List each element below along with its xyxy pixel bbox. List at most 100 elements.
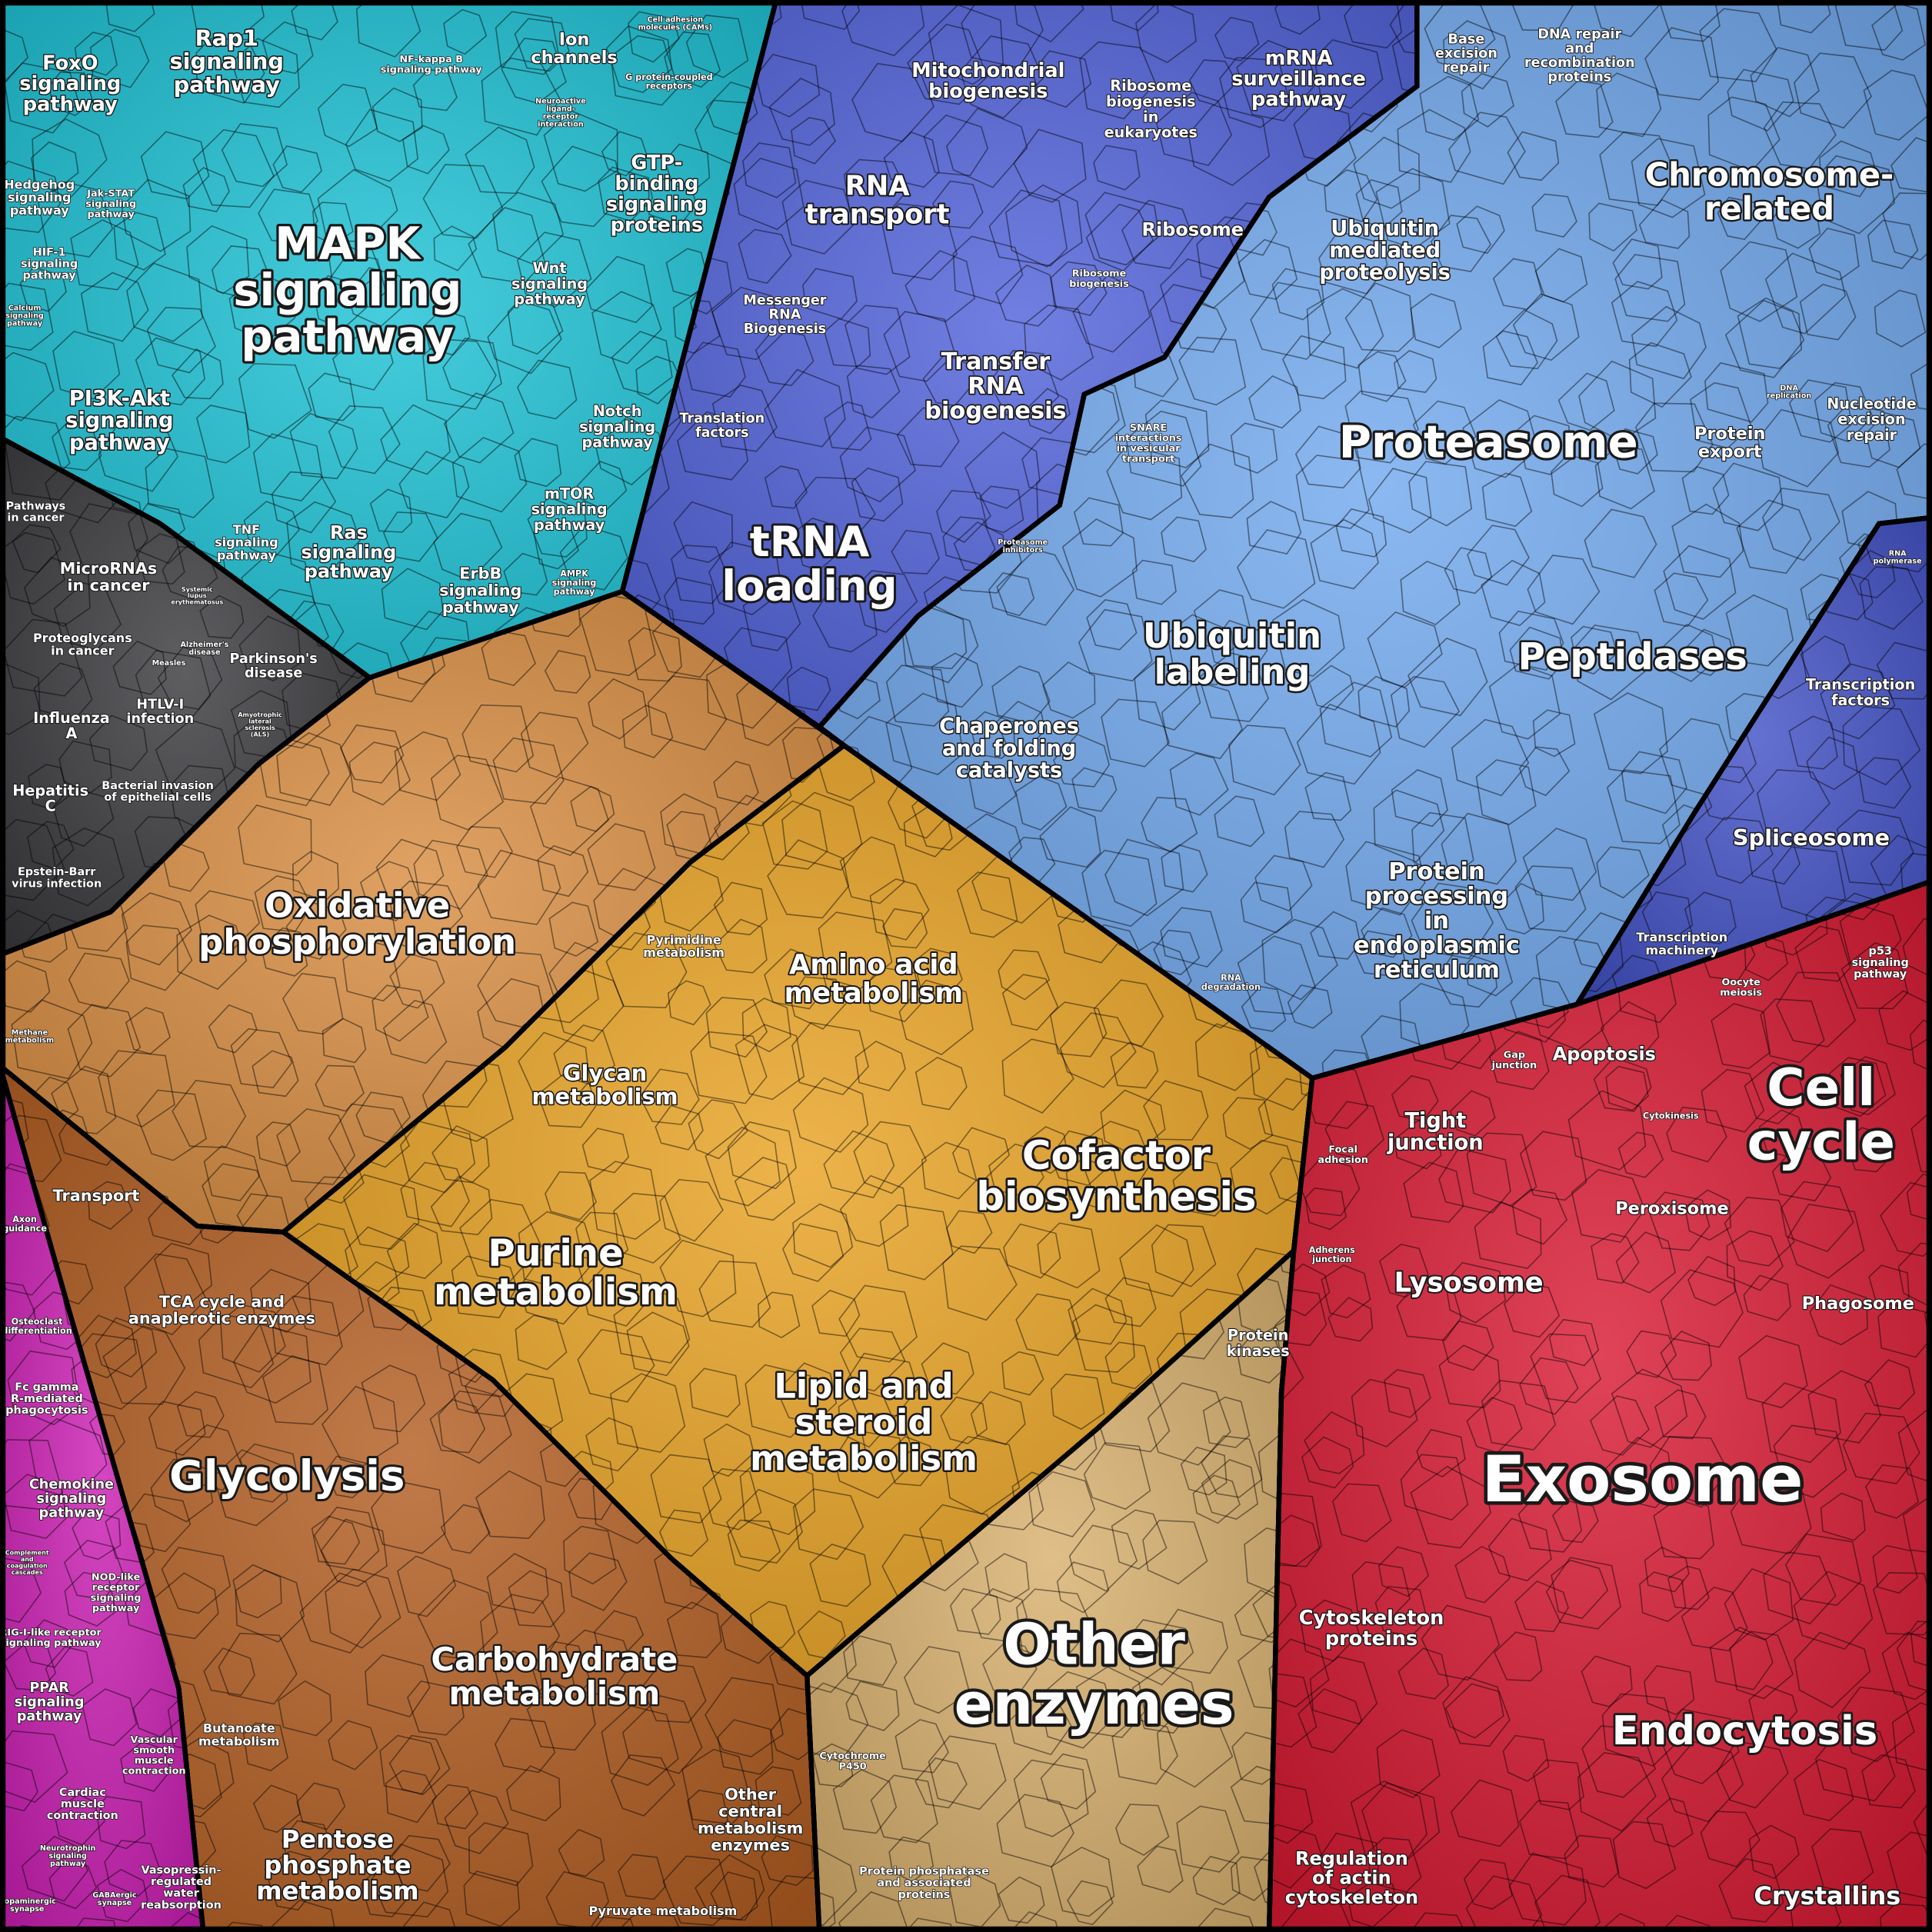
label-line: mediated (1329, 238, 1441, 262)
label-line: Ubiquitin (1143, 615, 1321, 656)
cell (394, 731, 461, 801)
region-label: Messenger RNA Biogenesis (743, 293, 826, 337)
region-label: Rap1 signaling pathway (169, 25, 284, 98)
cell (1709, 1626, 1774, 1690)
cell (988, 572, 1035, 617)
cell (1508, 1852, 1587, 1926)
cell (1737, 297, 1803, 369)
cell (1571, 625, 1618, 675)
cell (860, 1413, 913, 1467)
cell (271, 1295, 343, 1366)
cell (1612, 1820, 1677, 1890)
label-line: signaling (37, 1491, 107, 1507)
cell (702, 1467, 762, 1531)
region-label: TNF signaling pathway (215, 521, 278, 562)
region-label: Cytokinesis (1643, 1111, 1699, 1121)
label-line: Base (1448, 32, 1485, 47)
cell (1073, 497, 1124, 547)
cell (628, 11, 680, 63)
cell (781, 791, 863, 871)
cell (1093, 979, 1164, 1048)
cell (647, 675, 728, 751)
cell (1718, 1857, 1784, 1923)
cell (666, 811, 712, 860)
label-line: Glycolysis (169, 1451, 405, 1501)
cell (882, 908, 928, 949)
label-line: C (45, 797, 56, 814)
label-line: pathway (23, 270, 77, 282)
cell (1867, 219, 1919, 269)
cell (399, 1121, 476, 1194)
cell (945, 1210, 993, 1254)
region-label: Parkinson's disease (230, 651, 318, 681)
cell (68, 952, 130, 1010)
cell (1639, 1571, 1687, 1623)
cell (1534, 248, 1588, 303)
cell (844, 1352, 918, 1421)
cell (0, 1555, 42, 1624)
cell (1481, 472, 1533, 528)
cell (1111, 1509, 1168, 1570)
cell (1581, 1725, 1657, 1798)
label-line: reticulum (1374, 957, 1500, 984)
label-line: signaling (233, 264, 461, 316)
cell (95, 1317, 158, 1378)
cell (1317, 1832, 1380, 1896)
cell (533, 521, 580, 570)
cell (1840, 941, 1909, 1010)
label-line: signaling (5, 312, 44, 321)
label-line: receptor (543, 113, 579, 122)
cell (844, 305, 911, 375)
cell (90, 28, 150, 88)
cell (251, 1050, 299, 1098)
label-line: Oocyte (1721, 976, 1760, 988)
region-label: Fc gamma R-mediated phagocytosis (5, 1381, 88, 1417)
cell (807, 1682, 869, 1763)
cell (1201, 1435, 1263, 1498)
cell (477, 849, 561, 925)
cell (82, 1688, 138, 1747)
label-line: reabsorption (141, 1899, 222, 1911)
cell (1829, 1057, 1887, 1118)
label-line: Alzheimer's (180, 641, 228, 649)
cell (1274, 1310, 1294, 1353)
cell (1156, 1710, 1234, 1788)
cell (956, 871, 1018, 938)
label-line: and folding (942, 736, 1076, 760)
cell (1481, 1380, 1557, 1451)
label-line: Neuroactive (535, 97, 586, 105)
cell (689, 1367, 741, 1418)
label-line: RNA (845, 171, 911, 202)
cell (1596, 72, 1662, 138)
cell (412, 68, 458, 112)
cell (931, 180, 984, 229)
label-line: signaling (21, 258, 78, 271)
label-line: pathway (10, 202, 69, 217)
label-line: mTOR (545, 485, 594, 502)
region-label: RIG-I-like receptor signaling pathway (0, 1627, 102, 1648)
label-line: signaling (579, 418, 655, 435)
label-line: pathway (217, 548, 276, 562)
cell (1188, 59, 1237, 106)
cell (792, 1203, 854, 1268)
cell (1720, 241, 1798, 322)
cell (98, 418, 178, 492)
cell (1784, 1533, 1862, 1606)
region-label: Hepatitis C (12, 781, 88, 814)
region-label: Alzheimer's disease (180, 641, 228, 657)
cell (610, 1373, 686, 1454)
label-line: Endocytosis (1612, 1708, 1877, 1754)
cell (1357, 675, 1411, 728)
cell (673, 501, 734, 564)
region-label: Bacterial invasion of epithelial cells (102, 780, 214, 804)
cell (507, 298, 564, 355)
cell (1111, 1717, 1178, 1785)
region-border (1266, 878, 1932, 1932)
cell (52, 787, 115, 848)
region-label: PI3K-Akt signaling pathway (65, 387, 173, 455)
cell (1202, 1396, 1251, 1448)
label-line: processing (1365, 883, 1508, 910)
cell (1820, 1492, 1866, 1541)
cell (1068, 1287, 1128, 1345)
